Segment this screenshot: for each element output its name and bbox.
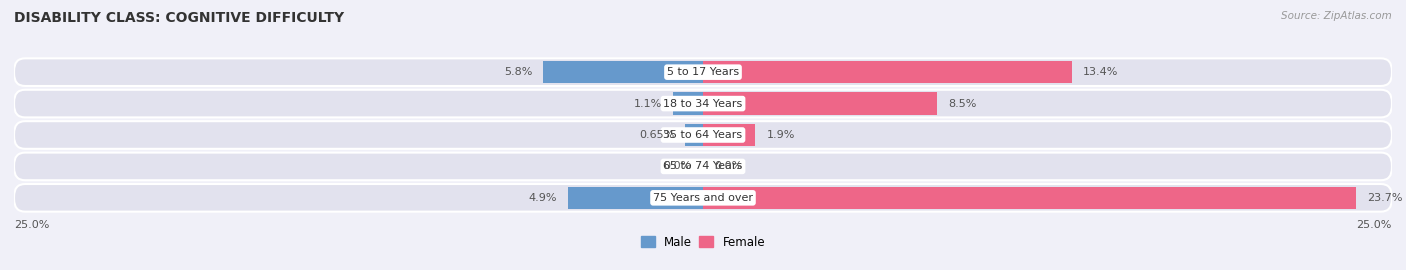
Text: Source: ZipAtlas.com: Source: ZipAtlas.com xyxy=(1281,11,1392,21)
Bar xyxy=(685,124,703,146)
Text: 0.65%: 0.65% xyxy=(638,130,673,140)
Legend: Male, Female: Male, Female xyxy=(636,231,770,254)
Text: 8.5%: 8.5% xyxy=(948,99,977,109)
Text: 18 to 34 Years: 18 to 34 Years xyxy=(664,99,742,109)
Text: 23.7%: 23.7% xyxy=(1367,193,1403,203)
Text: 5 to 17 Years: 5 to 17 Years xyxy=(666,67,740,77)
Bar xyxy=(703,187,1357,209)
Text: 4.9%: 4.9% xyxy=(529,193,557,203)
Text: 5.8%: 5.8% xyxy=(503,67,531,77)
FancyBboxPatch shape xyxy=(14,153,1392,180)
Text: 35 to 64 Years: 35 to 64 Years xyxy=(664,130,742,140)
Bar xyxy=(672,92,703,115)
Bar xyxy=(543,61,703,83)
Bar xyxy=(703,92,938,115)
Text: 1.9%: 1.9% xyxy=(766,130,794,140)
Text: 75 Years and over: 75 Years and over xyxy=(652,193,754,203)
Text: 25.0%: 25.0% xyxy=(1357,221,1392,231)
Text: 25.0%: 25.0% xyxy=(14,221,49,231)
Bar xyxy=(703,124,755,146)
Text: 1.1%: 1.1% xyxy=(634,99,662,109)
Text: 13.4%: 13.4% xyxy=(1083,67,1119,77)
Bar xyxy=(568,187,703,209)
Text: 0.0%: 0.0% xyxy=(714,161,742,171)
Text: 65 to 74 Years: 65 to 74 Years xyxy=(664,161,742,171)
FancyBboxPatch shape xyxy=(14,184,1392,212)
Text: DISABILITY CLASS: COGNITIVE DIFFICULTY: DISABILITY CLASS: COGNITIVE DIFFICULTY xyxy=(14,11,344,25)
Text: 0.0%: 0.0% xyxy=(664,161,692,171)
Bar xyxy=(703,61,1073,83)
FancyBboxPatch shape xyxy=(14,90,1392,117)
FancyBboxPatch shape xyxy=(14,58,1392,86)
FancyBboxPatch shape xyxy=(14,121,1392,149)
